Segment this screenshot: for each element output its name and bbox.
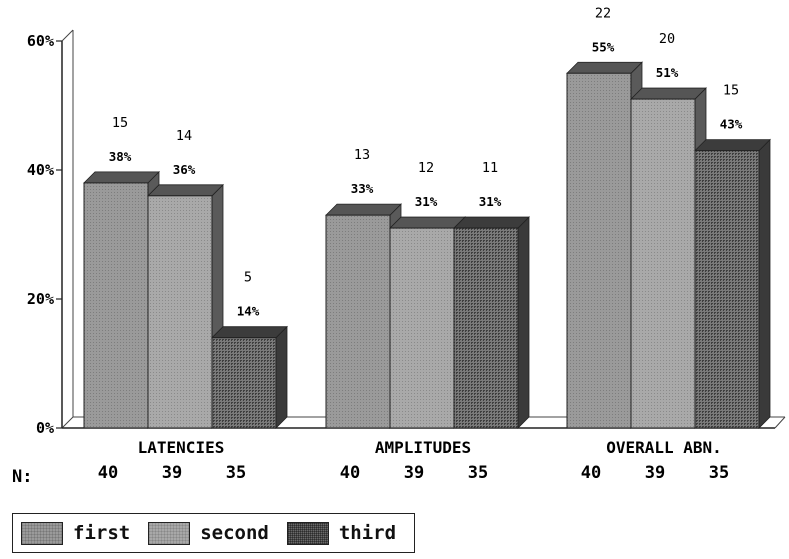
data-label-count: 22 [595, 5, 611, 21]
data-label-percent: 43% [720, 117, 743, 132]
legend-label-second: second [200, 522, 269, 544]
data-label-percent: 31% [415, 194, 438, 209]
bar-top [389, 216, 466, 229]
bar-top [566, 61, 643, 74]
legend-label-first: first [73, 522, 131, 544]
n-value: 40 [340, 463, 360, 483]
n-value: 35 [226, 463, 246, 483]
n-value: 39 [645, 463, 665, 483]
y-tick-label: 0% [36, 419, 54, 437]
bar-top [453, 216, 530, 229]
data-label-percent: 14% [237, 304, 260, 319]
n-value: 40 [98, 463, 118, 483]
bar-second [630, 98, 696, 429]
bar-third [211, 337, 277, 429]
category-label: LATENCIES [138, 438, 225, 457]
legend-label-third: third [338, 522, 397, 544]
data-label-percent: 33% [351, 181, 374, 196]
bar-third [694, 150, 760, 429]
n-value: 35 [709, 463, 729, 483]
legend: first second third [12, 513, 415, 553]
n-value: 39 [404, 463, 424, 483]
data-label-count: 15 [723, 83, 739, 99]
data-label-percent: 55% [592, 39, 615, 54]
legend-item-second: second [148, 521, 269, 545]
data-label-count: 14 [176, 128, 192, 144]
labels: 38% 15 40 33% 13 40 55% 22 40 36% 14 39 31% 12 39 51% 20… [12, 5, 743, 487]
data-label-count: 15 [112, 115, 128, 131]
y-tick-label: 20% [27, 290, 54, 308]
bar-first [566, 72, 632, 429]
n-value: 39 [162, 463, 182, 483]
data-label-count: 5 [244, 270, 252, 286]
y-tick-label: 40% [27, 161, 54, 179]
bars [83, 61, 771, 429]
data-label-count: 13 [354, 147, 370, 163]
bar-first [83, 182, 149, 429]
bar-first [325, 214, 391, 429]
floor-left-edge [61, 416, 74, 429]
n-row-label: N: [12, 467, 32, 487]
bar-second [389, 227, 455, 429]
bar-side [517, 216, 530, 429]
bar-top [630, 87, 707, 100]
legend-swatch-third [286, 521, 329, 545]
bar-top [147, 184, 224, 197]
bar-side [758, 138, 771, 429]
data-label-percent: 51% [656, 65, 679, 80]
bar-side [275, 325, 288, 429]
data-label-count: 11 [482, 160, 498, 176]
n-value: 35 [468, 463, 488, 483]
y-tick-label: 60% [27, 32, 54, 50]
n-value: 40 [581, 463, 601, 483]
category-label: OVERALL ABN. [606, 438, 722, 457]
data-label-count: 20 [659, 31, 675, 47]
bar-top [211, 326, 288, 339]
data-label-count: 12 [418, 160, 434, 176]
legend-item-third: third [286, 521, 397, 545]
data-label-percent: 36% [173, 162, 196, 177]
data-label-percent: 31% [479, 194, 502, 209]
category-label: AMPLITUDES [375, 438, 471, 457]
bar-top [694, 139, 771, 152]
legend-item-first: first [21, 521, 131, 545]
wall-top-edge [61, 29, 74, 42]
bar-top [325, 203, 402, 216]
legend-swatch-first [21, 521, 63, 545]
bar-third [453, 227, 519, 429]
bar-top [83, 171, 160, 184]
bar-second [147, 195, 213, 429]
floor-right-edge [774, 416, 786, 429]
legend-swatch-second [148, 521, 191, 545]
data-label-percent: 38% [109, 149, 132, 164]
